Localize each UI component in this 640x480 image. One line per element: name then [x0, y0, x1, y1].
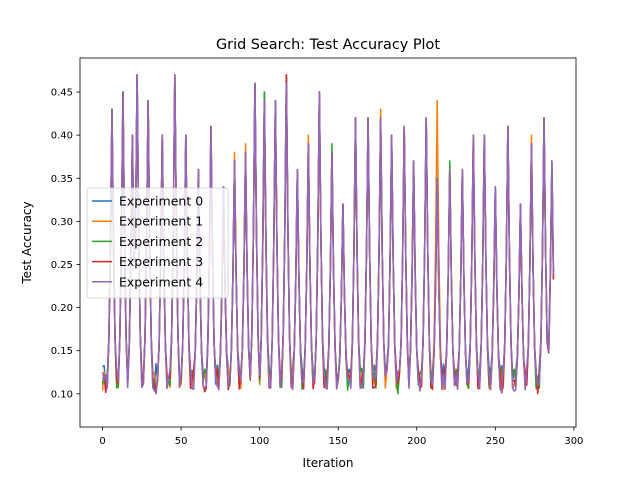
y-tick-label: 0.10 [51, 389, 73, 400]
legend-label: Experiment 3 [119, 254, 203, 269]
legend-label: Experiment 2 [119, 234, 203, 249]
x-tick-label: 50 [175, 436, 188, 447]
legend-label: Experiment 1 [119, 214, 203, 229]
y-tick-label: 0.45 [51, 88, 73, 99]
legend-box [86, 187, 229, 299]
y-tick-label: 0.30 [51, 217, 73, 228]
x-tick-label: 0 [99, 436, 105, 447]
y-tick-label: 0.20 [51, 303, 73, 314]
plot-frame [79, 57, 577, 428]
x-tick-label: 100 [250, 436, 269, 447]
x-tick-label: 250 [486, 436, 505, 447]
chart-title: Grid Search: Test Accuracy Plot [216, 37, 440, 53]
x-tick-label: 200 [407, 436, 426, 447]
legend-label: Experiment 0 [119, 194, 203, 209]
x-tick-label: 150 [329, 436, 348, 447]
y-tick-label: 0.25 [51, 260, 73, 271]
x-axis-label: Iteration [303, 456, 354, 470]
x-tick-label: 300 [564, 436, 583, 447]
y-axis-label: Test Accuracy [20, 201, 34, 284]
legend-label: Experiment 4 [119, 274, 203, 289]
y-axis-ticks: 0.10 0.15 0.20 0.25 0.30 0.35 0.40 0.45 [51, 88, 80, 400]
series-line-4 [101, 74, 555, 394]
legend: Experiment 0 Experiment 1 Experiment 2 Expe… [86, 187, 229, 299]
y-tick-label: 0.15 [51, 346, 73, 357]
plot-lines [101, 74, 555, 395]
x-axis-ticks: 0 50 100 150 200 250 300 [99, 427, 583, 447]
y-tick-label: 0.35 [51, 174, 73, 185]
y-tick-label: 0.40 [51, 131, 73, 142]
